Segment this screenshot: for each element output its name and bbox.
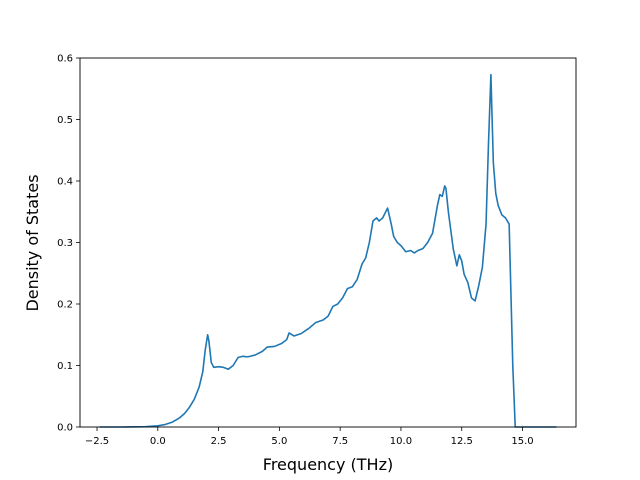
- y-tick-label: 0.5: [57, 115, 73, 126]
- x-axis-label: Frequency (THz): [263, 455, 393, 474]
- y-tick-label: 0.3: [57, 238, 73, 249]
- x-tick-label: 0.0: [150, 436, 166, 447]
- x-tick-label: −2.5: [85, 436, 109, 447]
- y-tick-label: 0.1: [57, 361, 73, 372]
- x-axis: −2.5 0.0 2.5 5.0 7.5 10.0 12.5 15.0: [85, 427, 534, 447]
- y-tick-label: 0.4: [57, 177, 73, 188]
- x-tick-label: 12.5: [451, 436, 473, 447]
- dos-series-line: [99, 73, 557, 428]
- x-tick-label: 5.0: [271, 436, 287, 447]
- y-tick-label: 0.0: [57, 423, 73, 434]
- y-tick-label: 0.2: [57, 300, 73, 311]
- x-tick-label: 10.0: [390, 436, 412, 447]
- x-tick-label: 15.0: [511, 436, 533, 447]
- x-tick-label: 2.5: [211, 436, 227, 447]
- y-tick-label: 0.6: [57, 54, 73, 65]
- x-tick-label: 7.5: [332, 436, 348, 447]
- y-axis-label: Density of States: [23, 174, 42, 311]
- y-axis: 0.0 0.1 0.2 0.3 0.4 0.5 0.6: [57, 54, 80, 434]
